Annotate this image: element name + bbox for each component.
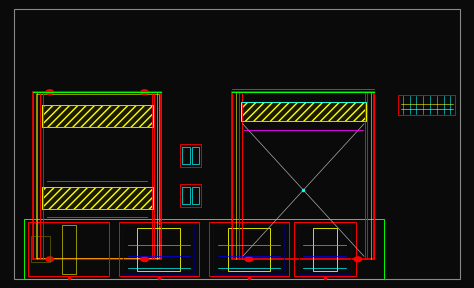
Bar xyxy=(294,222,356,276)
Bar xyxy=(36,94,159,258)
Bar xyxy=(31,236,50,262)
Bar xyxy=(182,187,190,204)
Bar xyxy=(209,222,289,276)
Circle shape xyxy=(46,257,54,262)
Bar xyxy=(24,219,384,279)
Bar xyxy=(28,222,109,276)
Bar xyxy=(182,147,190,164)
Bar xyxy=(241,102,366,121)
Bar xyxy=(192,147,199,164)
Bar xyxy=(42,187,153,209)
Bar xyxy=(118,222,199,276)
Bar xyxy=(42,187,153,209)
Bar xyxy=(137,228,180,271)
Bar xyxy=(232,92,374,259)
Bar xyxy=(299,225,351,274)
Bar xyxy=(62,225,76,274)
Bar xyxy=(180,184,201,207)
Circle shape xyxy=(141,257,148,262)
Bar xyxy=(123,225,194,274)
Bar xyxy=(213,225,284,274)
Bar xyxy=(241,102,366,121)
Circle shape xyxy=(141,90,148,94)
Bar xyxy=(228,228,270,271)
Bar xyxy=(180,144,201,167)
Circle shape xyxy=(46,90,54,94)
Bar xyxy=(42,105,153,127)
Bar xyxy=(192,187,199,204)
Bar xyxy=(313,228,337,271)
Bar xyxy=(398,95,455,115)
Circle shape xyxy=(245,257,253,262)
Bar xyxy=(42,105,153,127)
Circle shape xyxy=(354,257,362,262)
Bar xyxy=(33,92,161,259)
